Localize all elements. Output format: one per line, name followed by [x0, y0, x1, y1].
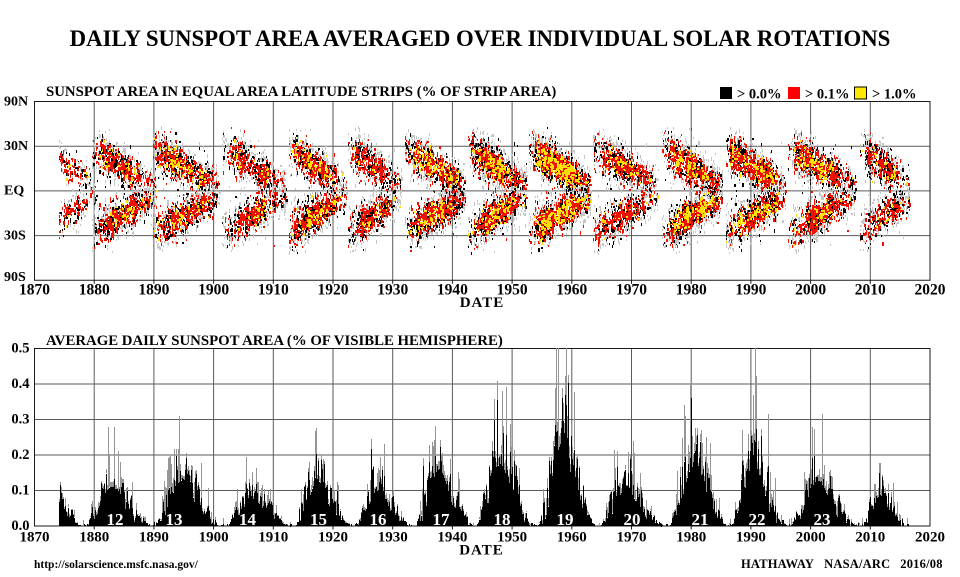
- svg-text:1970: 1970: [617, 530, 647, 546]
- svg-text:> 1.0%: > 1.0%: [872, 87, 917, 103]
- svg-text:2000: 2000: [796, 530, 826, 546]
- svg-text:12: 12: [107, 510, 124, 529]
- svg-text:1970: 1970: [616, 282, 647, 299]
- svg-text:22: 22: [749, 510, 766, 529]
- svg-text:1890: 1890: [139, 530, 169, 546]
- svg-text:20: 20: [624, 510, 641, 529]
- svg-text:15: 15: [310, 510, 327, 529]
- svg-text:19: 19: [557, 510, 574, 529]
- svg-text:2020: 2020: [915, 282, 946, 299]
- svg-text:1870: 1870: [20, 530, 50, 546]
- svg-text:http://solarscience.msfc.nasa.: http://solarscience.msfc.nasa.gov/: [34, 559, 199, 571]
- svg-text:1980: 1980: [676, 282, 707, 299]
- svg-text:1940: 1940: [437, 530, 467, 546]
- svg-text:AVERAGE DAILY SUNSPOT AREA (%: AVERAGE DAILY SUNSPOT AREA (% OF VISIBLE…: [46, 333, 503, 349]
- svg-text:1920: 1920: [318, 282, 349, 299]
- svg-text:DATE: DATE: [459, 543, 504, 559]
- svg-text:90N: 90N: [4, 95, 28, 110]
- svg-text:1870: 1870: [19, 282, 50, 299]
- svg-text:1920: 1920: [318, 530, 348, 546]
- svg-text:1930: 1930: [377, 282, 408, 299]
- svg-text:DATE: DATE: [460, 295, 505, 311]
- svg-text:> 0.0%: > 0.0%: [737, 87, 782, 103]
- svg-text:1950: 1950: [497, 530, 527, 546]
- svg-text:1950: 1950: [497, 282, 528, 299]
- svg-text:0.2: 0.2: [11, 447, 29, 463]
- svg-text:16: 16: [370, 510, 387, 529]
- svg-text:0.0: 0.0: [11, 518, 29, 534]
- svg-text:1940: 1940: [437, 282, 468, 299]
- svg-text:1910: 1910: [258, 530, 288, 546]
- svg-text:90S: 90S: [4, 270, 26, 285]
- svg-text:0.5: 0.5: [11, 340, 29, 356]
- svg-text:1900: 1900: [198, 282, 229, 299]
- svg-text:18: 18: [494, 510, 511, 529]
- svg-text:DAILY SUNSPOT AREA AVERAGED OV: DAILY SUNSPOT AREA AVERAGED OVER INDIVID…: [70, 26, 891, 51]
- svg-text:> 0.1%: > 0.1%: [805, 87, 850, 103]
- svg-text:1990: 1990: [736, 530, 766, 546]
- svg-text:30S: 30S: [4, 229, 26, 244]
- svg-text:23: 23: [814, 510, 831, 529]
- svg-text:13: 13: [166, 510, 183, 529]
- svg-text:1900: 1900: [199, 530, 229, 546]
- svg-text:1960: 1960: [556, 282, 587, 299]
- svg-text:1910: 1910: [258, 282, 289, 299]
- svg-text:2010: 2010: [855, 282, 886, 299]
- svg-text:17: 17: [433, 510, 451, 529]
- svg-text:30N: 30N: [4, 139, 28, 154]
- svg-text:1930: 1930: [378, 530, 408, 546]
- svg-text:2000: 2000: [795, 282, 826, 299]
- svg-text:EQ: EQ: [4, 184, 24, 199]
- svg-text:0.3: 0.3: [11, 411, 29, 427]
- svg-text:1960: 1960: [557, 530, 587, 546]
- svg-text:HATHAWAY NASA/ARC 2016/08: HATHAWAY NASA/ARC 2016/08: [741, 557, 943, 571]
- svg-text:1980: 1980: [676, 530, 706, 546]
- svg-text:1890: 1890: [138, 282, 169, 299]
- svg-text:1880: 1880: [79, 530, 109, 546]
- svg-text:1990: 1990: [735, 282, 766, 299]
- svg-text:1880: 1880: [79, 282, 110, 299]
- svg-text:0.4: 0.4: [11, 376, 29, 392]
- svg-text:21: 21: [692, 510, 709, 529]
- svg-text:14: 14: [239, 510, 257, 529]
- svg-text:0.1: 0.1: [11, 482, 29, 498]
- svg-text:2010: 2010: [855, 530, 885, 546]
- svg-text:2020: 2020: [915, 530, 945, 546]
- svg-text:SUNSPOT AREA IN EQUAL AREA LAT: SUNSPOT AREA IN EQUAL AREA LATITUDE STRI…: [46, 84, 556, 100]
